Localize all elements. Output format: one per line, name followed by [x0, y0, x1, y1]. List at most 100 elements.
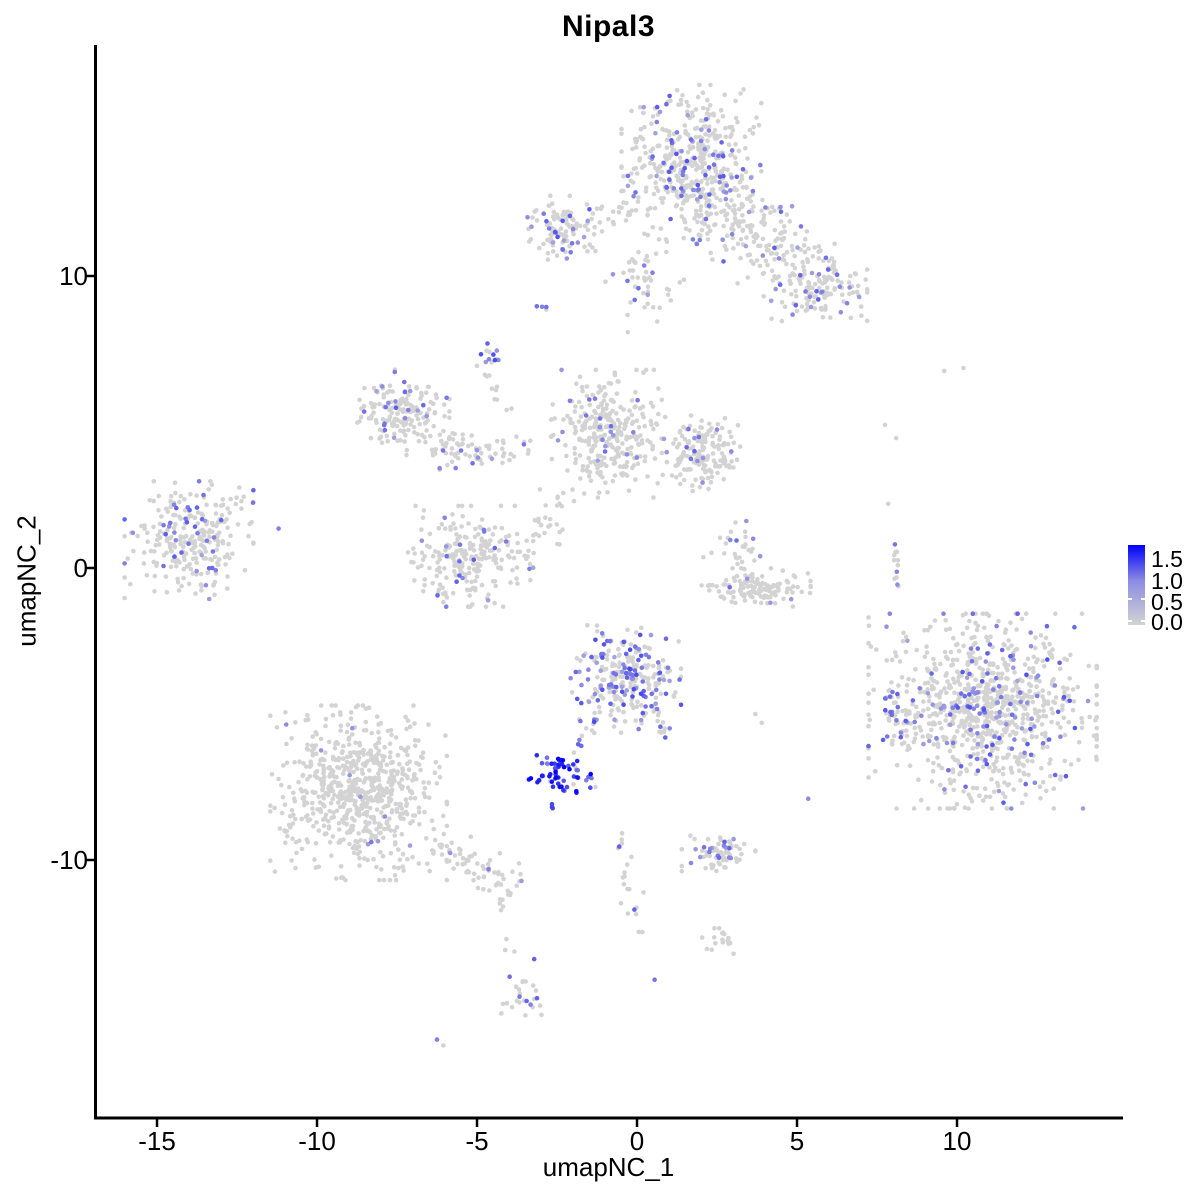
cell-point	[700, 480, 705, 485]
cell-point	[343, 877, 348, 883]
cell-point	[942, 787, 947, 792]
cell-point	[365, 821, 370, 827]
cell-point	[536, 519, 541, 524]
cell-point	[564, 453, 569, 459]
cell-point	[694, 178, 699, 184]
cell-point	[199, 552, 204, 558]
cell-point	[716, 446, 722, 452]
cell-point	[610, 478, 616, 484]
cell-point	[721, 843, 727, 848]
cell-point	[479, 461, 485, 466]
cell-point	[965, 737, 970, 742]
cell-point	[888, 709, 893, 715]
cell-point	[299, 789, 305, 794]
cell-point	[895, 582, 900, 587]
cell-point	[731, 440, 737, 446]
cell-point	[732, 186, 737, 191]
cell-point	[904, 682, 910, 688]
cell-point	[916, 777, 921, 782]
cell-point	[338, 728, 343, 733]
cell-point	[677, 280, 683, 285]
cell-point	[700, 444, 705, 450]
cell-point	[990, 662, 996, 667]
cell-point	[597, 220, 603, 225]
cell-point	[823, 307, 828, 312]
cell-point	[447, 850, 453, 856]
cell-point	[970, 785, 976, 791]
cell-point	[738, 255, 743, 261]
cell-point	[279, 810, 285, 816]
cell-point	[392, 828, 398, 833]
cell-point	[645, 259, 651, 264]
cell-point	[412, 721, 417, 726]
cell-point	[573, 429, 579, 434]
cell-point	[456, 846, 462, 851]
cell-point	[751, 124, 756, 130]
cell-point	[567, 398, 573, 404]
cell-point	[774, 251, 779, 257]
cell-point	[683, 185, 689, 191]
cell-point	[280, 794, 286, 800]
cell-point	[223, 562, 228, 567]
cell-point	[568, 416, 573, 422]
cell-point	[1094, 743, 1099, 749]
cell-point	[1028, 630, 1033, 635]
umap-points-layer	[122, 82, 1099, 1048]
cell-point	[1041, 708, 1046, 714]
cell-point	[457, 559, 462, 564]
cell-point	[653, 180, 658, 185]
cell-point	[802, 271, 807, 277]
cell-point	[387, 741, 393, 746]
cell-point	[327, 764, 333, 770]
cell-point	[351, 769, 356, 775]
cell-point	[664, 101, 669, 107]
cell-point	[369, 839, 374, 845]
cell-point	[429, 818, 435, 824]
cell-point	[210, 549, 216, 554]
cell-point	[734, 843, 739, 849]
cell-point	[290, 836, 295, 841]
cell-point	[376, 730, 381, 735]
cell-point	[663, 691, 669, 697]
cell-point	[608, 712, 613, 718]
cell-point	[917, 686, 922, 691]
cell-point	[703, 124, 709, 129]
cell-point	[684, 193, 689, 198]
cell-point	[634, 171, 640, 176]
cell-point	[928, 624, 933, 630]
cell-point	[717, 535, 723, 541]
cell-point	[481, 552, 487, 558]
cell-point	[702, 146, 708, 152]
cell-point	[1010, 729, 1016, 735]
cell-point	[722, 582, 728, 587]
cell-point	[692, 836, 697, 842]
cell-point	[404, 396, 409, 402]
cell-point	[957, 772, 962, 777]
cell-point	[924, 644, 929, 649]
cell-point	[353, 838, 359, 844]
cell-point	[559, 367, 564, 373]
cell-point	[790, 312, 795, 317]
cell-point	[784, 212, 790, 217]
cell-point	[748, 590, 753, 595]
cell-point	[624, 434, 629, 440]
cell-point	[621, 639, 627, 645]
cell-point	[381, 826, 387, 832]
cell-point	[710, 582, 715, 588]
cell-point	[1009, 712, 1015, 718]
cell-point	[225, 586, 230, 591]
cell-point	[698, 212, 704, 218]
cell-point	[894, 653, 899, 659]
cell-point	[742, 566, 747, 572]
cell-point	[671, 186, 677, 191]
cell-point	[692, 216, 697, 221]
cell-point	[600, 437, 605, 443]
cell-point	[592, 730, 597, 736]
cell-point	[504, 936, 509, 942]
cell-point	[985, 671, 990, 676]
cell-point	[1012, 715, 1018, 720]
cell-point	[984, 714, 990, 720]
cell-point	[610, 444, 615, 450]
cell-point	[420, 755, 425, 761]
cell-point	[544, 761, 550, 766]
